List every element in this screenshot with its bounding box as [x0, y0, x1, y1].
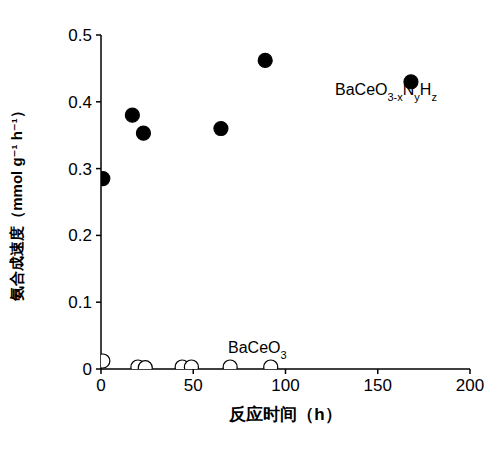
- data-point: [101, 354, 110, 368]
- data-point: [138, 361, 152, 369]
- y-tick-label: 0: [83, 360, 92, 379]
- y-tick-label: 0.1: [68, 293, 92, 312]
- x-axis-label: 反应时间（h）: [228, 405, 341, 424]
- y-tick: [96, 235, 101, 237]
- data-point: [184, 360, 198, 369]
- y-tick: [96, 301, 101, 303]
- x-tick: [377, 369, 379, 374]
- data-point: [264, 360, 278, 369]
- series-label: BaCeO3-xNyHz: [335, 81, 437, 103]
- y-tick: [96, 101, 101, 103]
- x-tick-label: 200: [456, 376, 484, 395]
- data-point: [214, 122, 228, 136]
- chart-container: 0 50 100 150 200 0 0.1 0.2 0.3 0.4 0.5 反应时间（h） 氨合成速度…: [0, 0, 500, 450]
- y-tick-label: 0.5: [68, 26, 92, 45]
- data-point: [101, 172, 110, 186]
- plot-area: [101, 53, 418, 369]
- x-tick-label: 50: [184, 376, 203, 395]
- x-tick: [285, 369, 287, 374]
- data-point: [125, 108, 139, 122]
- y-tick: [96, 34, 101, 36]
- y-tick-label: 0.4: [68, 93, 92, 112]
- y-axis: [100, 35, 102, 369]
- series-label: BaCeO3: [228, 339, 287, 361]
- y-tick: [96, 368, 101, 370]
- data-point: [136, 126, 150, 140]
- y-tick-label: 0.2: [68, 226, 92, 245]
- y-tick-label: 0.3: [68, 160, 92, 179]
- x-tick: [193, 369, 195, 374]
- data-point: [258, 53, 272, 67]
- y-axis-label: 氨合成速度（mmol g⁻¹ h⁻¹）: [8, 103, 25, 302]
- x-tick-label: 150: [364, 376, 392, 395]
- x-tick-label: 100: [271, 376, 299, 395]
- chart-svg: 0 50 100 150 200 0 0.1 0.2 0.3 0.4 0.5 反应时间（h） 氨合成速度…: [0, 0, 500, 450]
- y-tick: [96, 168, 101, 170]
- x-tick: [469, 369, 471, 374]
- data-point: [223, 360, 237, 369]
- x-tick-label: 0: [96, 376, 105, 395]
